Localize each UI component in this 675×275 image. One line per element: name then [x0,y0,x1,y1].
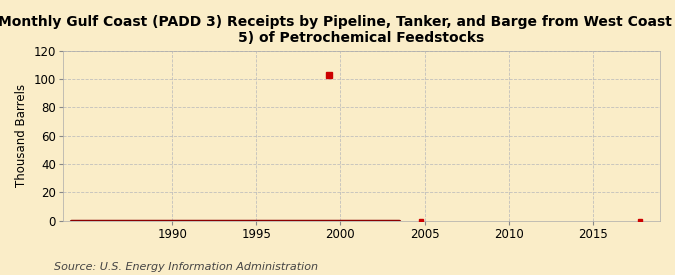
Y-axis label: Thousand Barrels: Thousand Barrels [15,84,28,187]
Text: Source: U.S. Energy Information Administration: Source: U.S. Energy Information Administ… [54,262,318,272]
Title: Monthly Gulf Coast (PADD 3) Receipts by Pipeline, Tanker, and Barge from West Co: Monthly Gulf Coast (PADD 3) Receipts by … [0,15,675,45]
